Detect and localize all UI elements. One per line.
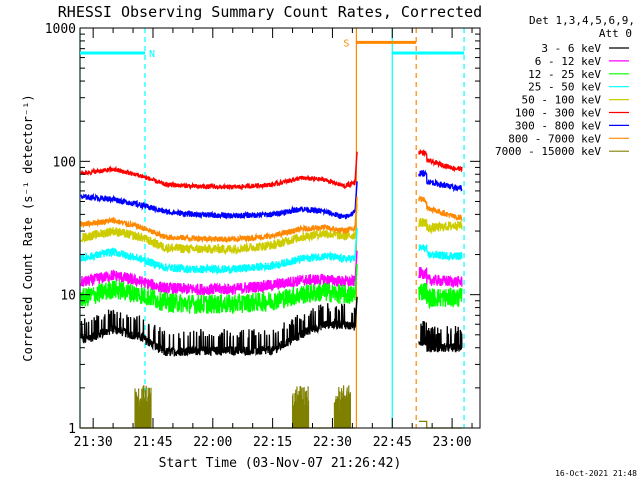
- series-line-1-1: [418, 267, 463, 288]
- series-rise-2: [354, 264, 358, 296]
- y-tick-label-1: 10: [60, 289, 76, 304]
- series-line-7-0: [80, 216, 356, 244]
- y-axis-label: Corrected Count Rate (s⁻¹ detector⁻¹): [21, 94, 35, 361]
- series-8: [81, 385, 462, 429]
- x-tick-label-3: 22:15: [253, 435, 292, 450]
- y-tick-label-0: 1: [68, 422, 76, 437]
- x-tick-label-4: 22:30: [313, 435, 352, 450]
- series-line-3-0: [80, 247, 356, 276]
- legend-header-line-1: Det 1,3,4,5,6,9,: [529, 14, 635, 27]
- series-2: [80, 264, 463, 314]
- series-line-5-1: [418, 148, 463, 173]
- x-tick-label-6: 23:00: [433, 435, 472, 450]
- x-tick-label-2: 22:00: [193, 435, 232, 450]
- series-rise-0: [354, 296, 358, 328]
- series-line-1-0: [80, 269, 356, 296]
- series-rise-3: [354, 227, 358, 259]
- series-1: [80, 250, 463, 296]
- legend-label-0: 3 - 6 keV: [541, 42, 601, 55]
- state-bar-label-0: N: [149, 49, 155, 60]
- series-line-5-0: [80, 165, 356, 191]
- series-line-3-1: [418, 244, 463, 262]
- ticks: 21:30 21:45 22:00 22:15 22:30 22:45 23:00 1 10 10…: [45, 22, 480, 450]
- series-line-6-1: [418, 169, 463, 193]
- series-rise-5: [354, 151, 358, 183]
- series-line-6-0: [80, 192, 356, 220]
- legend-label-2: 12 - 25 keV: [528, 68, 601, 81]
- legend-label-1: 6 - 12 keV: [535, 55, 602, 68]
- state-bars: NS: [80, 38, 465, 60]
- series-3: [80, 227, 463, 276]
- series-7: [80, 195, 463, 244]
- series-5: [80, 148, 463, 191]
- plot-frame: [79, 27, 481, 429]
- x-tick-label-1: 21:45: [133, 435, 172, 450]
- legend-label-7: 800 - 7000 keV: [508, 132, 601, 145]
- x-axis-label: Start Time (03-Nov-07 21:26:42): [159, 456, 402, 471]
- series-line-7-1: [418, 195, 463, 222]
- series-rise-7: [354, 196, 358, 228]
- series-line-4-1: [418, 217, 463, 235]
- footer-timestamp: 16-Oct-2021 21:48: [555, 469, 637, 478]
- series-rise-6: [354, 181, 358, 213]
- legend-label-8: 7000 - 15000 keV: [495, 145, 601, 158]
- series-line-0-1: [418, 320, 463, 353]
- series-rise-1: [354, 250, 358, 282]
- y-tick-label-3: 1000: [45, 22, 76, 37]
- y-tick-label-2: 100: [53, 155, 76, 170]
- series-layer: [80, 148, 463, 429]
- legend-label-3: 25 - 50 keV: [528, 81, 601, 94]
- series-line-4-0: [80, 226, 356, 256]
- axes: [79, 27, 481, 429]
- series-line-2-0: [80, 279, 356, 314]
- legend-header-line-2: Att 0: [599, 27, 632, 40]
- series-6: [80, 169, 463, 220]
- series-line-0-0: [80, 303, 356, 357]
- chart-title: RHESSI Observing Summary Count Rates, Co…: [58, 3, 482, 21]
- series-0: [80, 296, 463, 357]
- legend-label-4: 50 - 100 keV: [522, 94, 602, 107]
- x-tick-label-0: 21:30: [74, 435, 113, 450]
- state-bar-label-1: S: [343, 38, 349, 49]
- legend-label-6: 300 - 800 keV: [515, 119, 601, 132]
- series-line-2-1: [418, 282, 463, 310]
- x-tick-label-5: 22:45: [373, 435, 412, 450]
- legend-label-5: 100 - 300 keV: [515, 107, 601, 120]
